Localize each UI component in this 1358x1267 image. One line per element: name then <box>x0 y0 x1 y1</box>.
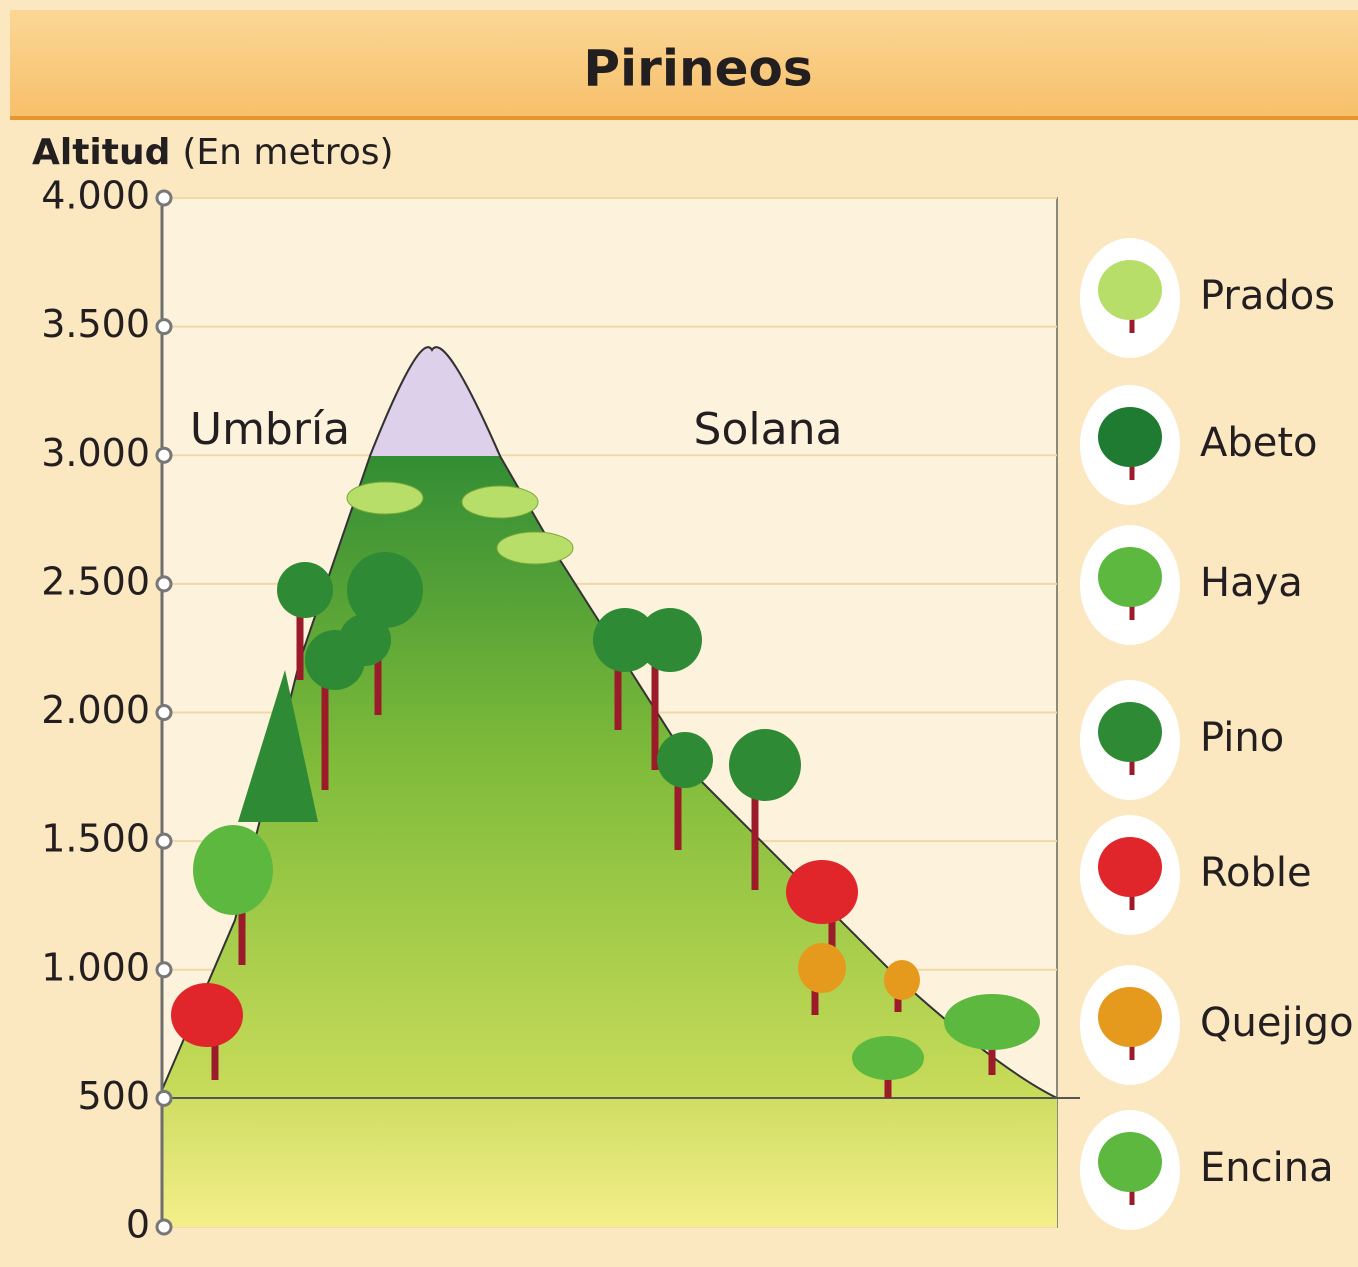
title: Pirineos <box>583 40 812 98</box>
legend-icon <box>1098 547 1162 607</box>
legend-icon <box>1098 987 1162 1047</box>
side-label-right: Solana <box>694 404 843 455</box>
tick-label: 2.500 <box>41 559 150 603</box>
tick-mark <box>157 577 171 591</box>
tick-label: 4.000 <box>41 174 150 218</box>
tick-label: 2.000 <box>41 688 150 732</box>
legend-icon <box>1098 260 1162 320</box>
legend-icon <box>1098 837 1162 897</box>
tick-label: 3.000 <box>41 431 150 475</box>
legend-label: Abeto <box>1200 420 1318 466</box>
legend: Prados Abeto Haya Pino Roble Quejigo Encina <box>1080 238 1354 1230</box>
axis-label: Altitud (En metros) <box>32 132 394 173</box>
tick-label: 0 <box>126 1203 150 1247</box>
tick-label: 3.500 <box>41 302 150 346</box>
legend-icon <box>1098 1132 1162 1192</box>
diagram: Pirineos Altitud (En metros) Umbría Solan… <box>0 0 1358 1267</box>
base-band <box>162 1098 1057 1227</box>
ticks: 0 500 1.000 1.500 2.000 2.500 3.000 3.500 4.000 <box>41 174 171 1247</box>
tick-mark <box>157 448 171 462</box>
tick-mark <box>157 1220 171 1234</box>
tick-label: 1.000 <box>41 945 150 989</box>
tick-mark <box>157 963 171 977</box>
tick-mark <box>157 191 171 205</box>
tick-mark <box>157 706 171 720</box>
legend-icon <box>1098 702 1162 762</box>
axis-label-bold: Altitud <box>32 132 170 173</box>
plot: Umbría Solana 0 500 1.000 1.500 2.000 2.500 3.… <box>41 174 1080 1247</box>
legend-label: Quejigo <box>1200 1000 1354 1046</box>
legend-label: Pino <box>1200 715 1284 761</box>
legend-label: Encina <box>1200 1145 1334 1191</box>
side-label-left: Umbría <box>190 404 350 455</box>
page: {"header": {"title": "Pirineos"}, "axis"… <box>0 0 1358 1267</box>
legend-label: Haya <box>1200 560 1303 606</box>
tick-label: 1.500 <box>41 817 150 861</box>
legend-icon <box>1098 407 1162 467</box>
legend-label: Roble <box>1200 850 1312 896</box>
axis-label-unit: (En metros) <box>182 132 393 173</box>
tick-mark <box>157 320 171 334</box>
legend-label: Prados <box>1200 273 1335 319</box>
tick-mark <box>157 834 171 848</box>
tick-mark <box>157 1091 171 1105</box>
tick-label: 500 <box>77 1074 150 1118</box>
